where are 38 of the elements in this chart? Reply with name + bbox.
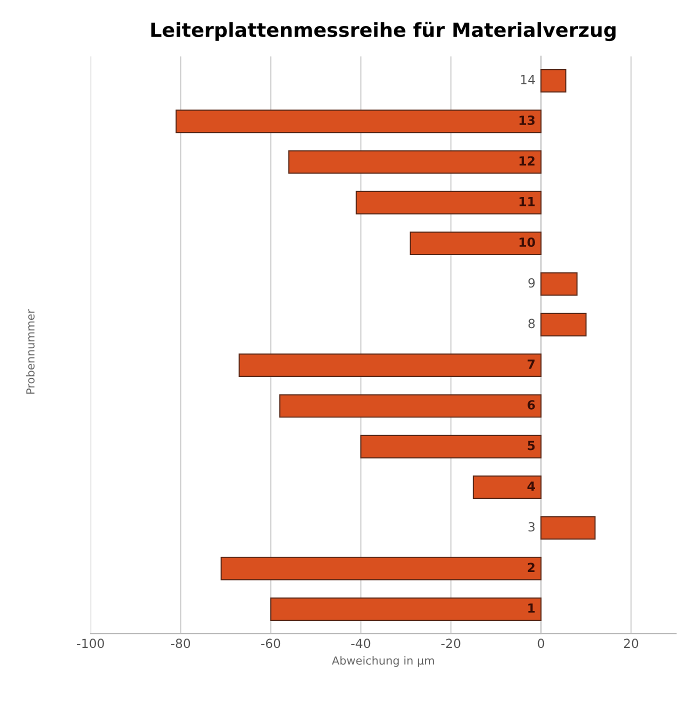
chart-title: Leiterplattenmessreihe für Materialverzug — [151, 22, 616, 42]
bar — [220, 556, 542, 580]
y-tick-label: 5 — [528, 440, 535, 450]
x-tick-label: -60 — [261, 638, 280, 648]
y-tick-label: 9 — [528, 278, 535, 288]
x-tick-label: 0 — [538, 638, 544, 648]
x-tick-label: 20 — [624, 638, 638, 648]
y-tick-label: 4 — [527, 482, 535, 491]
y-tick-label: 13 — [520, 116, 535, 125]
bar — [360, 434, 542, 458]
bar — [540, 272, 578, 296]
y-tick-label: 12 — [520, 156, 534, 166]
y-axis-title: Probennummer — [26, 309, 35, 394]
x-axis-title: Abweichung in µm — [332, 656, 434, 667]
bar — [356, 190, 542, 214]
x-tick-label: -20 — [441, 638, 460, 648]
bar — [410, 232, 542, 256]
y-tick-label: 3 — [528, 522, 535, 532]
bar — [176, 110, 542, 134]
y-tick-label: 11 — [520, 197, 535, 206]
y-tick-label: 6 — [528, 400, 535, 410]
bar — [279, 394, 542, 418]
y-tick-label: 10 — [520, 238, 535, 247]
bar — [238, 354, 542, 378]
bar — [540, 312, 587, 336]
bar — [472, 476, 542, 499]
bar — [540, 68, 566, 92]
bar — [540, 516, 596, 540]
x-tick-label: -100 — [77, 638, 104, 648]
y-tick-label: 14 — [521, 75, 535, 84]
bar — [270, 597, 542, 621]
y-tick-label: 8 — [528, 318, 535, 328]
y-tick-label: 7 — [528, 360, 535, 369]
bar — [288, 150, 542, 174]
x-tick-label: -40 — [351, 638, 370, 648]
x-tick-label: -80 — [171, 638, 190, 648]
y-tick-label: 2 — [528, 562, 534, 572]
y-tick-label: 1 — [528, 604, 535, 613]
